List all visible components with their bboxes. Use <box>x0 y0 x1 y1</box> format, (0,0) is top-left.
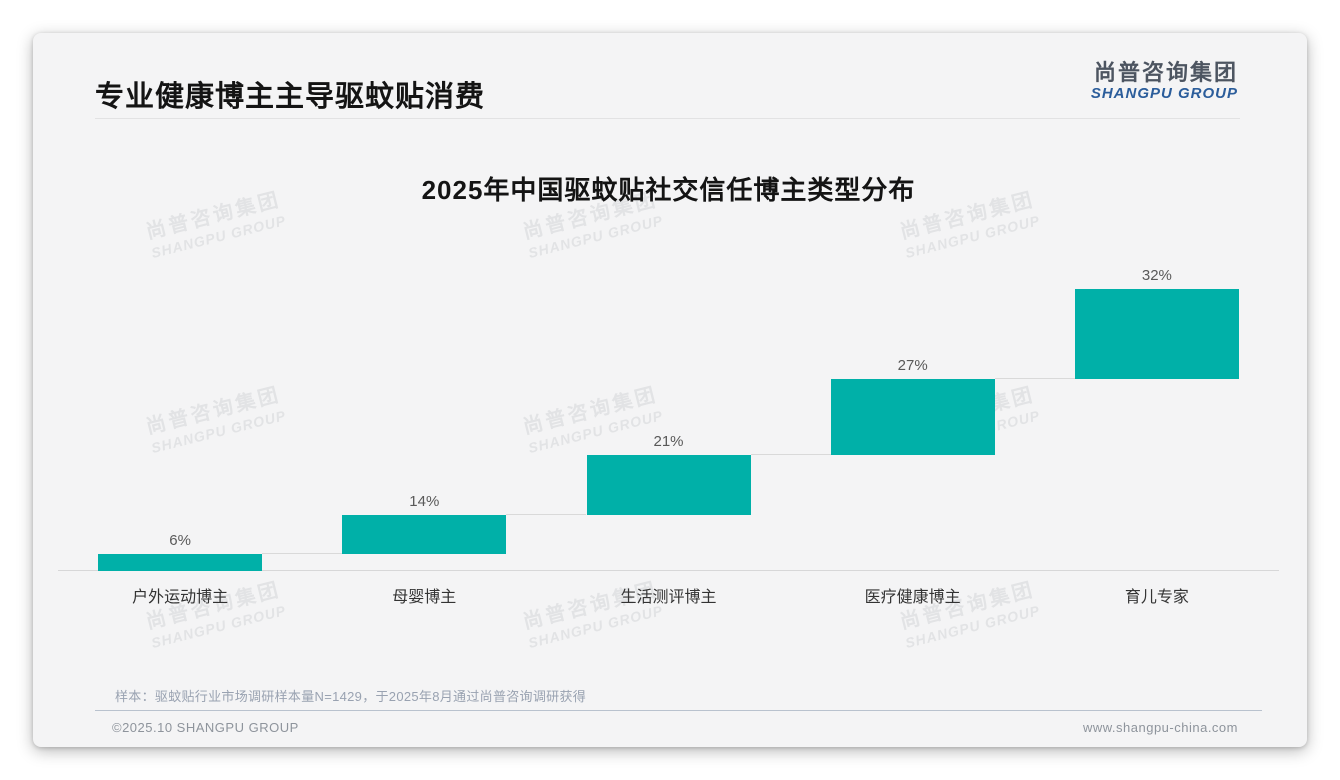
sample-note: 样本：驱蚊贴行业市场调研样本量N=1429，于2025年8月通过尚普咨询调研获得 <box>115 689 587 704</box>
category-label: 生活测评博主 <box>620 589 717 606</box>
x-axis-line <box>58 570 1279 571</box>
footer-website: www.shangpu-china.com <box>1082 720 1238 735</box>
bar-value-label: 21% <box>653 433 684 451</box>
waterfall-bar <box>1074 289 1239 380</box>
bar-value-label: 32% <box>1141 267 1172 284</box>
shangpu-logo: 尚普咨询集团 SHANGPU GROUP <box>1091 60 1238 103</box>
page-title: 专业健康博主主导驱蚊贴消费 <box>95 81 486 113</box>
logo-cn-text: 尚普咨询集团 <box>1093 60 1238 85</box>
bar-value-label: 6% <box>169 532 191 550</box>
waterfall-bar <box>342 514 507 555</box>
title-divider <box>95 118 1240 119</box>
bar-connector <box>994 378 1075 380</box>
bar-connector <box>750 454 831 456</box>
category-label: 医疗健康博主 <box>864 589 961 606</box>
waterfall-bar <box>98 554 263 571</box>
bar-connector <box>262 553 343 555</box>
slide-content: 专业健康博主主导驱蚊贴消费 尚普咨询集团 SHANGPU GROUP 2025年… <box>33 33 1307 747</box>
chart-title: 2025年中国驱蚊贴社交信任博主类型分布 <box>421 175 916 205</box>
bar-value-label: 27% <box>897 357 928 375</box>
footer-copyright: ©2025.10 SHANGPU GROUP <box>112 720 299 735</box>
bar-value-label: 14% <box>409 492 440 510</box>
category-label: 育儿专家 <box>1124 589 1189 606</box>
waterfall-bar <box>586 455 751 515</box>
footer-divider <box>95 710 1262 711</box>
bar-connector <box>506 513 587 515</box>
category-axis: 户外运动博主 母婴博主 生活测评博主 医疗健康博主 育儿专家 <box>58 583 1279 607</box>
waterfall-plot: 6% 14% 21% 27% 32% <box>58 267 1279 571</box>
logo-en-text: SHANGPU GROUP <box>1090 85 1238 103</box>
waterfall-bar <box>830 379 995 456</box>
category-label: 母婴博主 <box>392 589 457 606</box>
category-label: 户外运动博主 <box>132 589 229 606</box>
slide-card: 尚普咨询集团 SHANGPU GROUP 尚普咨询集团 SHANGPU GROUP 尚普… <box>33 33 1307 747</box>
